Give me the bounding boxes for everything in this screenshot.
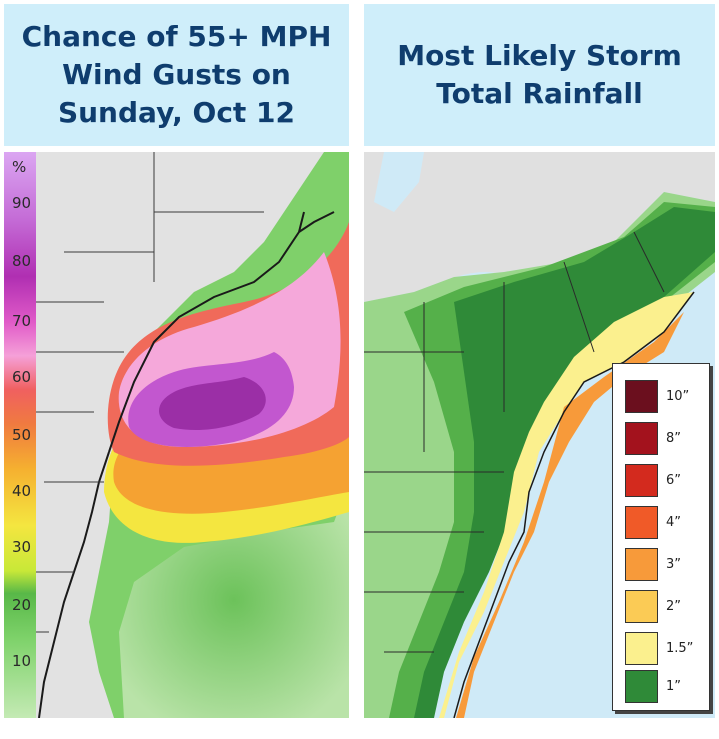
wind-title: Chance of 55+ MPH Wind Gusts on Sunday, …	[21, 20, 332, 129]
legend-label: 2”	[666, 599, 682, 614]
legend-item-3in: 3”	[625, 548, 681, 581]
scale-tick: 10	[12, 652, 32, 670]
legend-swatch	[625, 590, 658, 623]
probability-field-dark-purple	[159, 377, 266, 431]
coastline-northeast	[108, 211, 335, 453]
legend-label: 3”	[666, 557, 682, 572]
legend-label: 1.5”	[666, 641, 694, 656]
legend-item-8in: 8”	[625, 422, 681, 455]
rain-band-dark	[414, 207, 715, 718]
legend-label: 8”	[666, 431, 682, 446]
scale-tick: 50	[12, 426, 32, 444]
legend-swatch	[625, 464, 658, 497]
scale-tick: 40	[12, 482, 32, 500]
legend-item-2in: 2”	[625, 590, 681, 623]
probability-color-scale: % 90 80 70 60 50 40 30 20 10	[4, 152, 36, 718]
wind-title-box: Chance of 55+ MPH Wind Gusts on Sunday, …	[4, 4, 349, 146]
legend-swatch	[625, 506, 658, 539]
wind-probability-map	[4, 152, 349, 718]
legend-label: 10”	[666, 389, 690, 404]
legend-label: 6”	[666, 473, 682, 488]
legend-swatch	[625, 632, 658, 665]
probability-field-low	[119, 482, 349, 718]
rainfall-title-box: Most Likely Storm Total Rainfall	[364, 4, 715, 146]
scale-tick: 20	[12, 596, 32, 614]
legend-swatch	[625, 548, 658, 581]
scale-tick: 90	[12, 194, 32, 212]
legend-swatch	[625, 422, 658, 455]
legend-item-10in: 10”	[625, 380, 689, 413]
state-borders	[364, 231, 665, 653]
legend-item-6in: 6”	[625, 464, 681, 497]
legend-item-4in: 4”	[625, 506, 681, 539]
lake-huron	[374, 152, 424, 212]
rainfall-legend: 10” 8” 6” 4” 3” 2” 1.5” 1”	[612, 363, 710, 711]
wind-gust-panel: Chance of 55+ MPH Wind Gusts on Sunday, …	[0, 0, 353, 739]
legend-item-1in: 1”	[625, 670, 681, 703]
legend-item-1-5in: 1.5”	[625, 632, 693, 665]
coastline	[453, 291, 695, 718]
scale-unit-label: %	[12, 158, 27, 176]
rain-band-orange	[456, 312, 684, 718]
rainfall-title: Most Likely Storm Total Rainfall	[397, 39, 682, 110]
land-north	[364, 152, 715, 302]
legend-label: 4”	[666, 515, 682, 530]
legend-swatch	[625, 380, 658, 413]
scale-tick: 60	[12, 368, 32, 386]
legend-swatch	[625, 670, 658, 703]
scale-tick: 30	[12, 538, 32, 556]
legend-label: 1”	[666, 679, 682, 694]
scale-tick: 80	[12, 252, 32, 270]
rain-band-yellow	[439, 292, 694, 718]
scale-tick: 70	[12, 312, 32, 330]
